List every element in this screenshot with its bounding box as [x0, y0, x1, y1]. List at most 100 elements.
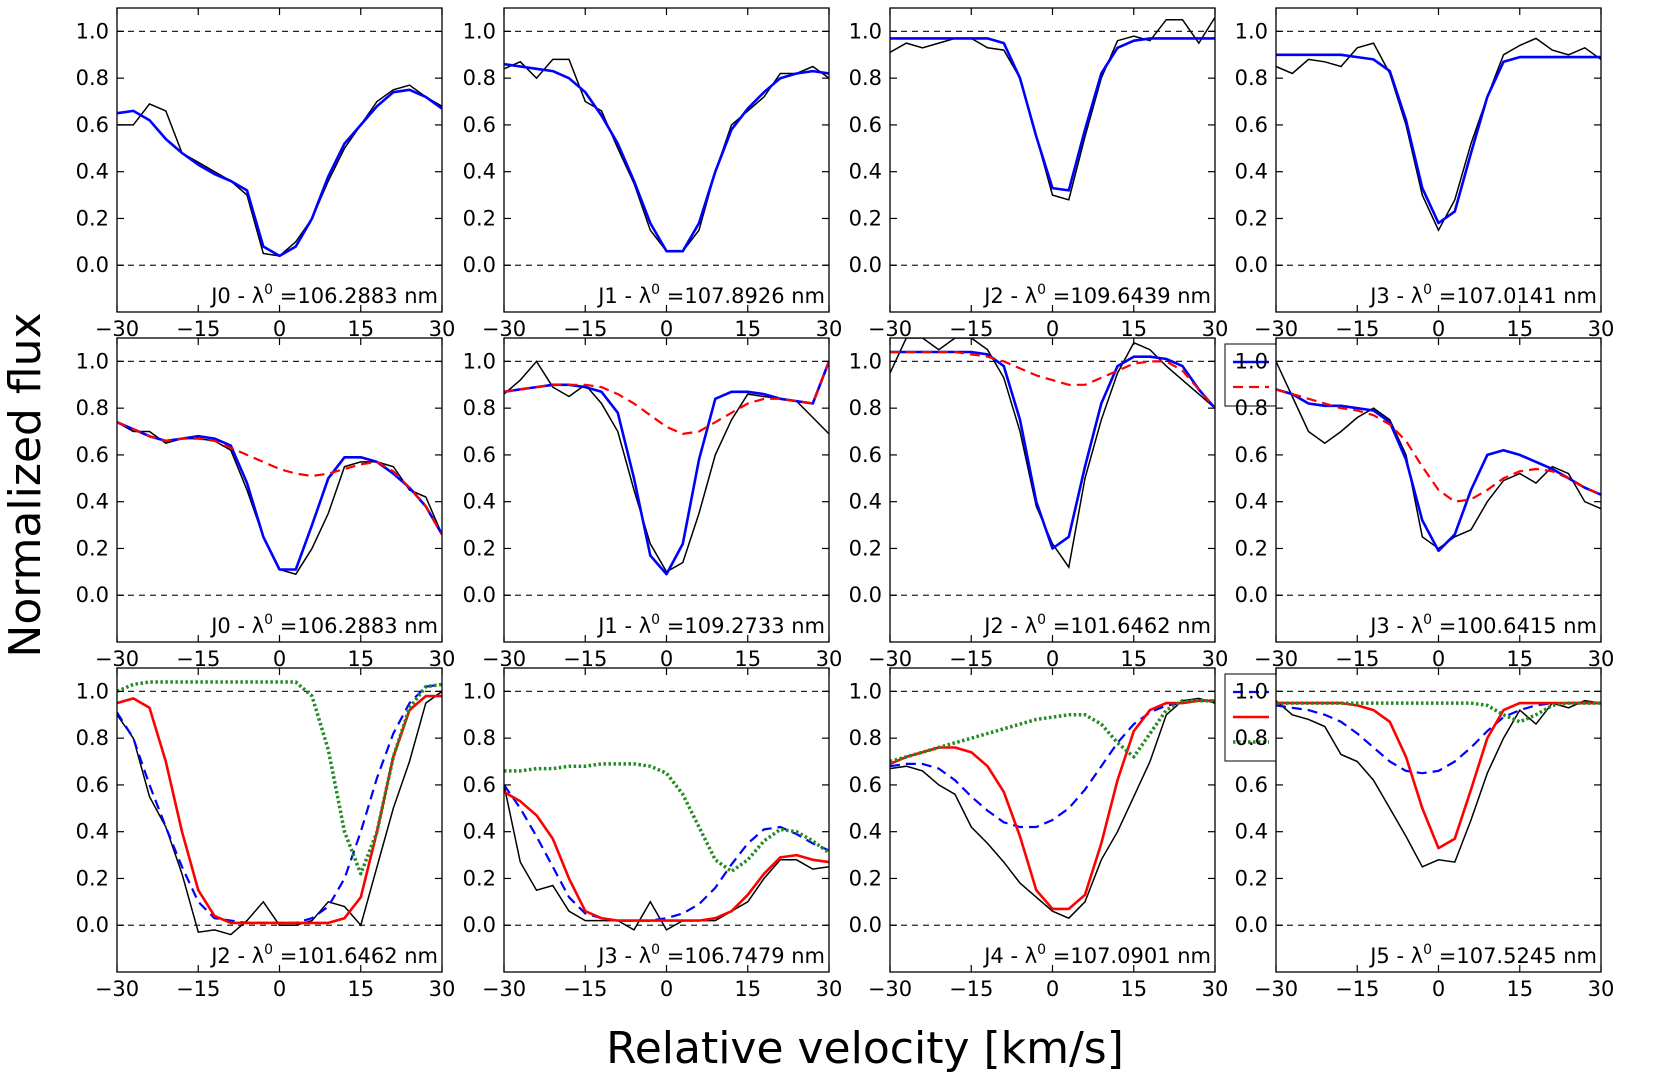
x-tick-label: −30 [482, 977, 526, 1001]
x-tick-label: 0 [1046, 977, 1059, 1001]
y-tick-label: 1.0 [76, 19, 109, 43]
panel-label: J3 - λ0 =106.7479 nm [596, 942, 825, 968]
y-tick-label: 0.4 [849, 490, 882, 514]
panel-j2-r0: −30 −15 0 15 30 0.0 0.2 0.4 0.6 0.8 1.0 J2 - λ0 =10… [849, 7, 1229, 341]
x-tick-label: 0 [660, 317, 673, 341]
series-group [1276, 37, 1601, 232]
y-axis-label: Normalized flux [0, 312, 51, 657]
y-tick-label: 0.0 [1235, 913, 1268, 937]
y-tick-label: 0.0 [76, 583, 109, 607]
x-tick-label: −30 [482, 317, 526, 341]
y-tick-label: 1.0 [1235, 349, 1268, 373]
y-tick-label: 0.2 [849, 536, 882, 560]
x-tick-label: −15 [563, 977, 607, 1001]
y-tick-label: 0.4 [849, 820, 882, 844]
y-tick-label: 0.2 [76, 206, 109, 230]
y-tick-label: 0.0 [76, 913, 109, 937]
series-c-line [890, 698, 1215, 764]
series-group [117, 680, 442, 936]
y-tick-label: 0.2 [463, 866, 496, 890]
series-b-line [117, 694, 442, 925]
observed-spectrum-line [890, 697, 1215, 920]
y-tick-label: 0.0 [463, 583, 496, 607]
panel-j1-r1: −30 −15 0 15 30 0.0 0.2 0.4 0.6 0.8 1.0 J1 - λ0 =10… [463, 337, 842, 671]
x-tick-label: −30 [868, 317, 912, 341]
y-tick-label: 1.0 [76, 679, 109, 703]
x-axis-label: Relative velocity [km/s] [606, 1023, 1124, 1074]
plot-area [504, 338, 829, 642]
x-tick-label: 0 [660, 647, 673, 671]
x-tick-label: −30 [95, 977, 139, 1001]
x-tick-label: 15 [1506, 647, 1533, 671]
y-tick-label: 0.6 [1235, 443, 1268, 467]
series-b-line [504, 361, 829, 435]
y-tick-label: 0.8 [463, 726, 496, 750]
x-tick-label: 0 [1046, 647, 1059, 671]
series-b-line [1276, 701, 1601, 850]
series-group [504, 360, 829, 576]
x-tick-label: −30 [95, 317, 139, 341]
y-tick-label: 1.0 [849, 349, 882, 373]
series-group [117, 84, 442, 258]
x-tick-label: 0 [1432, 977, 1445, 1001]
x-tick-label: −15 [176, 647, 220, 671]
panel-j2-r2: −30 −15 0 15 30 0.0 0.2 0.4 0.6 0.8 1.0 J2 - λ0 =10… [76, 667, 455, 1001]
x-tick-label: 0 [660, 977, 673, 1001]
x-tick-label: 30 [816, 977, 843, 1001]
panel-label: J2 - λ0 =101.6462 nm [982, 612, 1211, 638]
x-tick-label: −15 [1335, 317, 1379, 341]
x-tick-label: −30 [868, 977, 912, 1001]
x-tick-label: −15 [1335, 977, 1379, 1001]
x-tick-label: −15 [949, 647, 993, 671]
series-b-line [504, 790, 829, 922]
panel-grid: −30 −15 0 15 30 0.0 0.2 0.4 0.6 0.8 1.0 J0 - λ0 =10… [76, 7, 1615, 1001]
panel-label: J0 - λ0 =106.2883 nm [209, 612, 438, 638]
y-tick-label: 0.6 [76, 443, 109, 467]
y-tick-label: 0.6 [463, 773, 496, 797]
y-tick-label: 0.8 [849, 396, 882, 420]
y-tick-label: 0.8 [76, 726, 109, 750]
x-tick-label: 0 [1046, 317, 1059, 341]
y-tick-label: 0.4 [1235, 160, 1268, 184]
panel-j3-r2: −30 −15 0 15 30 0.0 0.2 0.4 0.6 0.8 1.0 J3 - λ0 =10… [463, 667, 843, 1001]
x-tick-label: 30 [1202, 317, 1229, 341]
y-tick-label: 0.2 [463, 206, 496, 230]
series-group [117, 421, 442, 576]
x-tick-label: 15 [734, 317, 761, 341]
series-group [1276, 699, 1601, 868]
x-tick-label: 15 [734, 647, 761, 671]
x-tick-label: 30 [1588, 317, 1615, 341]
y-tick-label: 0.6 [76, 773, 109, 797]
y-tick-label: 0.0 [849, 913, 882, 937]
y-tick-label: 0.6 [463, 113, 496, 137]
y-tick-label: 0.6 [463, 443, 496, 467]
series-b-line [1276, 388, 1601, 503]
series-a-line [890, 37, 1215, 192]
panel-label: J4 - λ0 =107.0901 nm [982, 942, 1211, 968]
series-group [890, 338, 1215, 570]
x-tick-label: −15 [176, 977, 220, 1001]
y-tick-label: 0.0 [76, 253, 109, 277]
x-tick-label: −15 [1335, 647, 1379, 671]
plot-area [890, 8, 1215, 312]
y-tick-label: 0.6 [1235, 773, 1268, 797]
x-tick-label: 15 [1506, 317, 1533, 341]
y-tick-label: 0.6 [849, 773, 882, 797]
y-tick-label: 0.8 [76, 396, 109, 420]
plot-area [117, 338, 442, 642]
panel-label: J3 - λ0 =107.0141 nm [1368, 282, 1597, 308]
plot-area [890, 338, 1215, 642]
x-tick-label: 15 [734, 977, 761, 1001]
panel-label: J0 - λ0 =106.2883 nm [209, 282, 438, 308]
panel-j0-r0: −30 −15 0 15 30 0.0 0.2 0.4 0.6 0.8 1.0 J0 - λ0 =10… [76, 7, 455, 341]
y-tick-label: 0.8 [1235, 66, 1268, 90]
plot-area [117, 8, 442, 312]
y-tick-label: 1.0 [463, 679, 496, 703]
panel-j1-r0: −30 −15 0 15 30 0.0 0.2 0.4 0.6 0.8 1.0 J1 - λ0 =10… [463, 7, 842, 341]
x-tick-label: 30 [429, 647, 456, 671]
y-tick-label: 0.0 [463, 253, 496, 277]
x-tick-label: −15 [563, 647, 607, 671]
series-a-line [890, 699, 1215, 829]
series-a-line [1276, 53, 1601, 225]
